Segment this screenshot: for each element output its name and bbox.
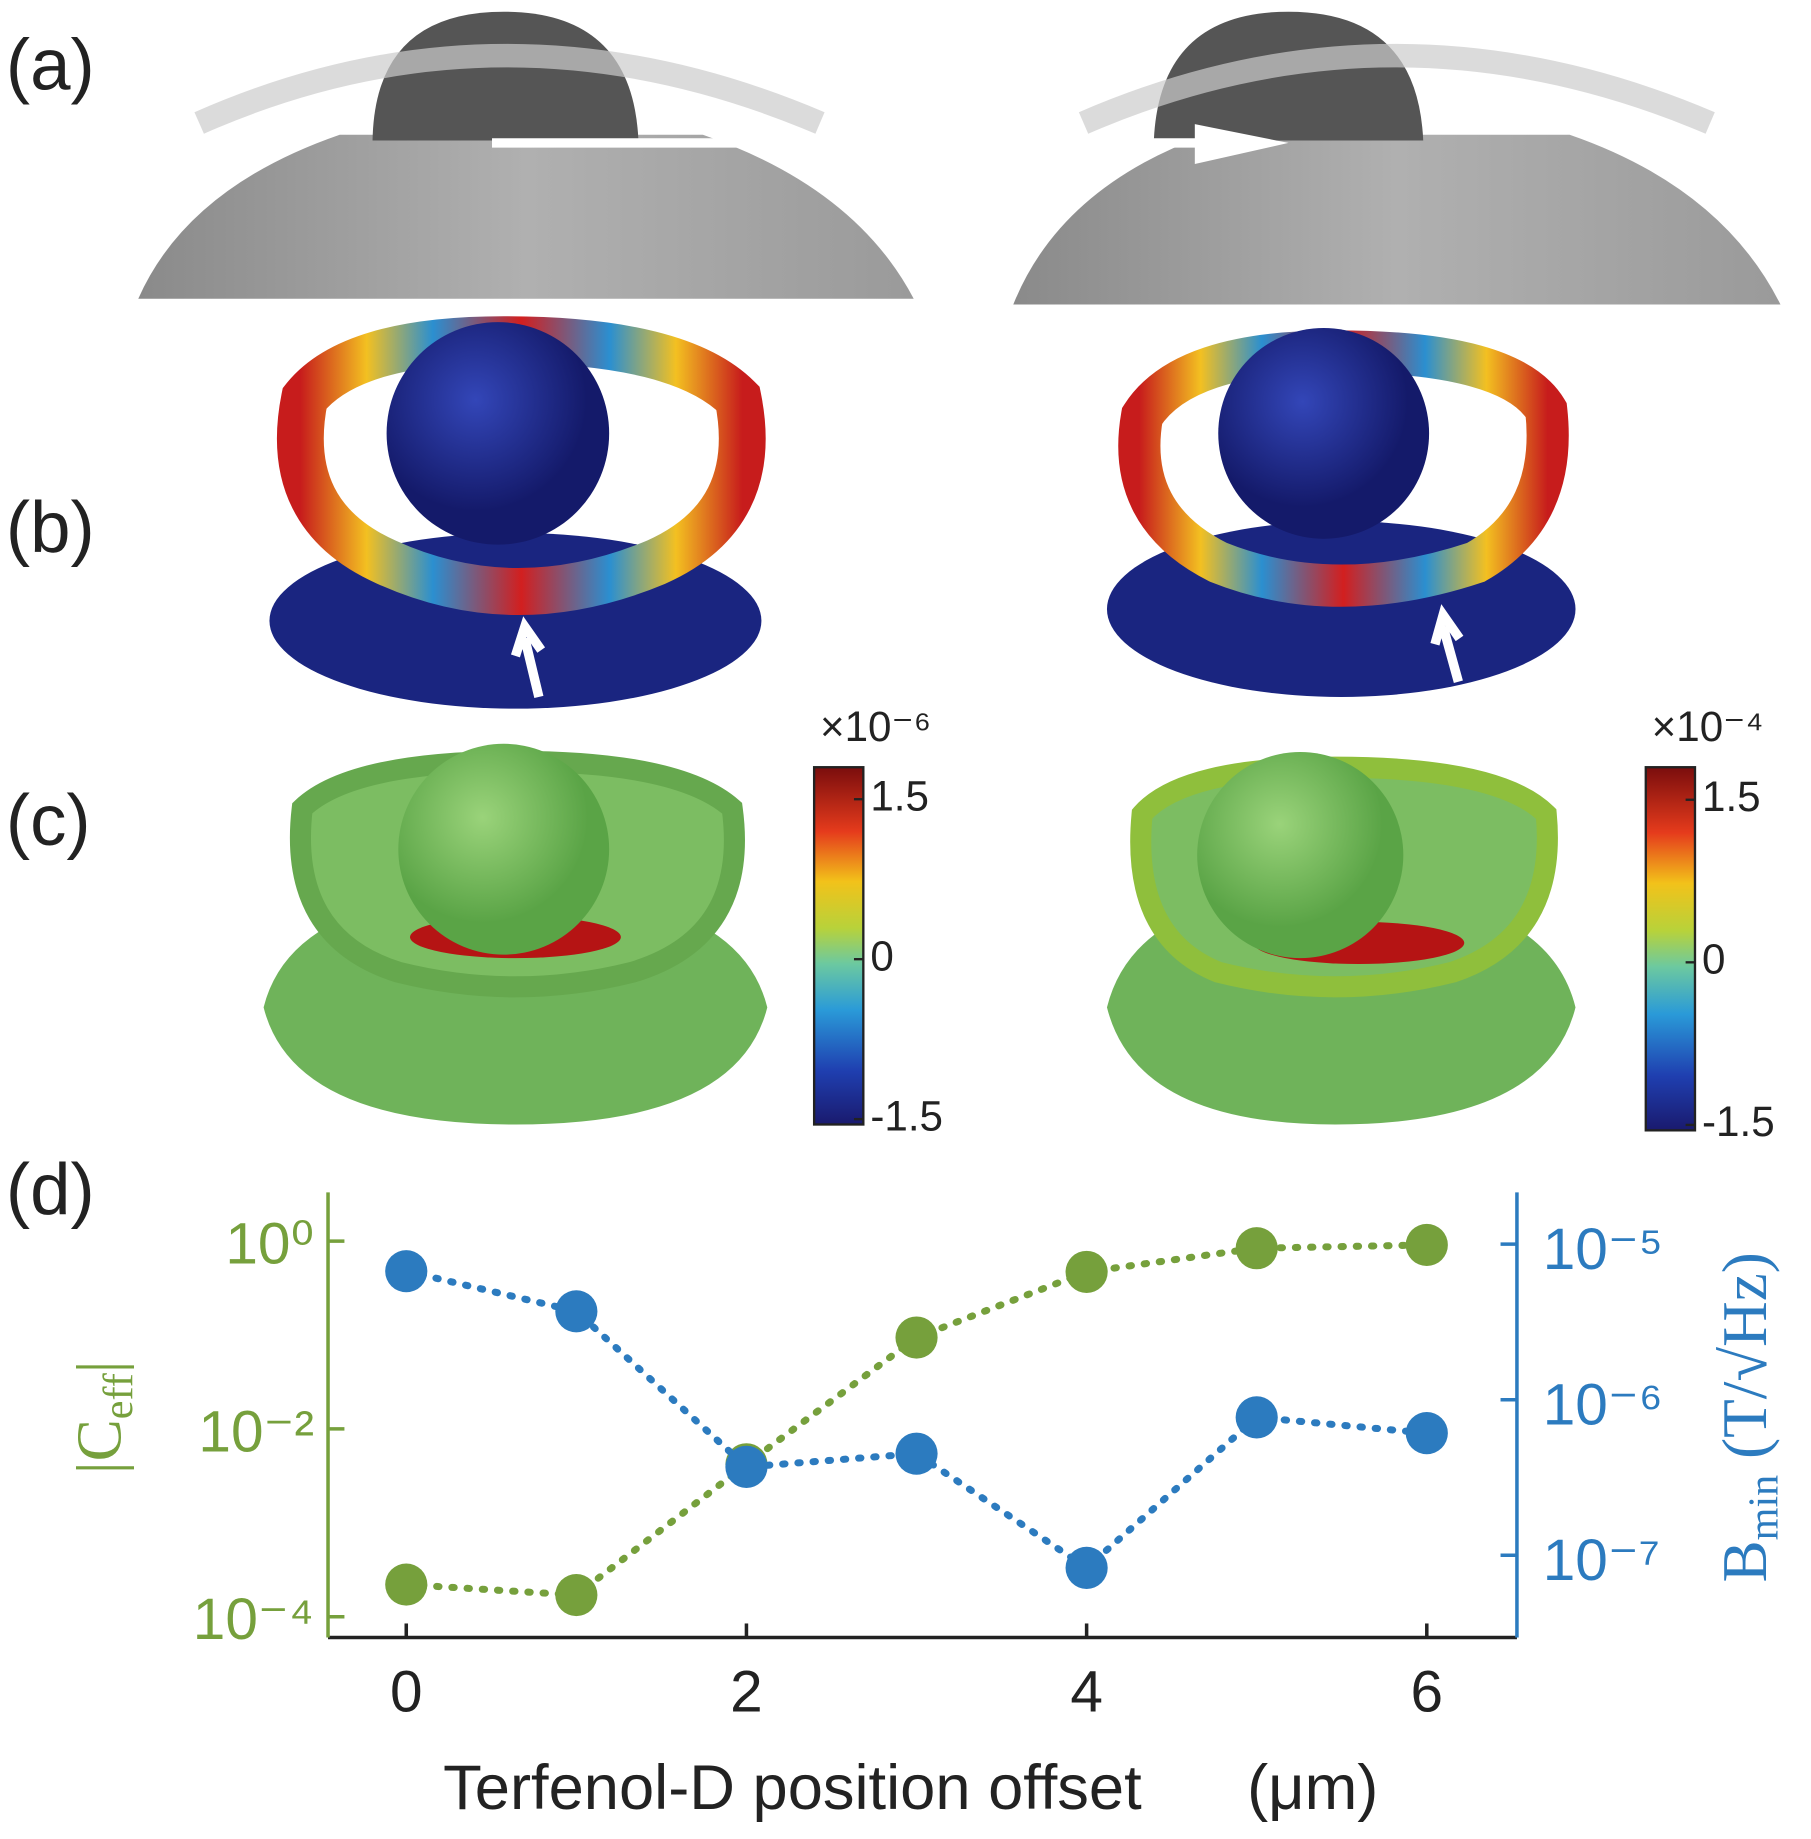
panel-label: (a) (6, 24, 95, 105)
colorbar-tick-label: -1.5 (1702, 1098, 1775, 1145)
x-tick-label: 2 (730, 1660, 763, 1725)
colorbar-tick-label: 0 (870, 932, 893, 979)
y2-label: Bmin (T/√Hz) (1710, 1252, 1788, 1582)
label-sub: min (1740, 1475, 1787, 1541)
point (1065, 1250, 1108, 1293)
colorbar (812, 766, 865, 1126)
ball (386, 322, 610, 545)
arrowhead (1194, 124, 1289, 164)
y2-tick-label: 10⁻⁶ (1543, 1373, 1663, 1438)
arrow (510, 616, 546, 699)
point (1065, 1546, 1108, 1589)
panel-label: (c) (6, 780, 91, 861)
point (1235, 1396, 1278, 1439)
ring (1078, 43, 1715, 134)
dome (1153, 11, 1424, 141)
point (555, 1290, 598, 1333)
label-sub: eff (95, 1372, 142, 1419)
colorbar-tick-label: 1.5 (1702, 773, 1761, 820)
ball (1197, 751, 1404, 959)
point (385, 1250, 428, 1293)
ball (398, 743, 610, 955)
point (725, 1445, 768, 1488)
point (1405, 1223, 1448, 1267)
dome (372, 11, 639, 141)
colorbar-tick-label: 0 (1702, 935, 1725, 982)
panel-label: (b) (6, 487, 95, 568)
point (385, 1563, 428, 1606)
point (555, 1573, 598, 1617)
label-part: (T/√Hz) (1710, 1252, 1780, 1475)
y-tick-label: 10⁻² (198, 1399, 314, 1464)
colorbar-tick-label: 1.5 (870, 772, 929, 819)
x-tick-label: 0 (390, 1660, 423, 1725)
y-tick-label: 10⁻⁴ (193, 1587, 314, 1652)
panel-label: (d) (6, 1149, 95, 1230)
base (1013, 134, 1781, 305)
label-part: B (1710, 1540, 1780, 1582)
colorbar-tick-label: -1.5 (870, 1092, 943, 1139)
point (895, 1316, 938, 1359)
point (1235, 1227, 1278, 1270)
y2-tick-label: 10⁻⁷ (1543, 1528, 1660, 1593)
arrow (1430, 604, 1464, 683)
point (1405, 1412, 1448, 1455)
label-part: |C (64, 1419, 134, 1474)
label-part: | (64, 1361, 134, 1374)
x-axis-label: Terfenol-D position offset (μm) (443, 1753, 1378, 1823)
point (895, 1432, 938, 1475)
y-label: |Ceff| (64, 1361, 142, 1475)
ball (1218, 327, 1430, 539)
renders (138, 11, 1781, 1125)
base (138, 134, 914, 299)
colorbar-label: ×10⁻⁶ (820, 703, 931, 750)
y-tick-label: 10⁰ (225, 1212, 314, 1277)
x-tick-label: 4 (1070, 1660, 1103, 1725)
x-tick-label: 6 (1411, 1660, 1444, 1725)
y2-tick-label: 10⁻⁵ (1543, 1217, 1663, 1282)
ring (194, 43, 825, 134)
colorbar-label: ×10⁻⁴ (1652, 703, 1764, 750)
colorbar (1644, 766, 1697, 1132)
